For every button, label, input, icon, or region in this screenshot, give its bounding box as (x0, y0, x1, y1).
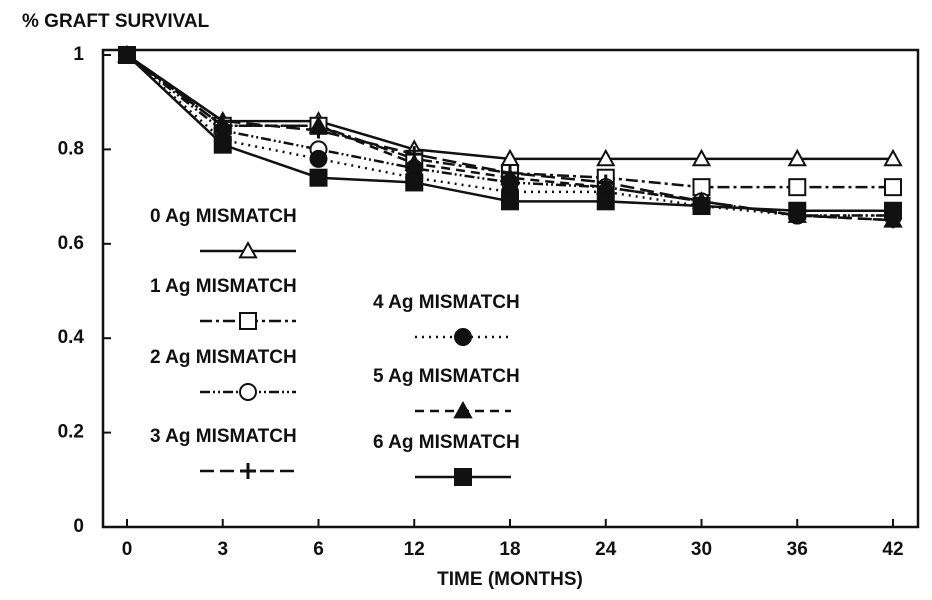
y-tick-label: 1 (73, 44, 84, 65)
marker (308, 115, 329, 134)
y-tick-label: 0.4 (58, 327, 85, 348)
x-tick-label: 3 (217, 539, 228, 560)
legend-label: 2 Ag MISMATCH (150, 347, 297, 368)
legend-label: 1 Ag MISMATCH (150, 276, 297, 297)
legend-label: 6 Ag MISMATCH (373, 432, 520, 453)
marker (404, 153, 424, 171)
marker (238, 240, 258, 259)
marker (240, 463, 256, 479)
legend-label: 0 Ag MISMATCH (150, 206, 297, 227)
marker (239, 312, 257, 330)
marker (454, 468, 472, 486)
marker (884, 178, 902, 197)
marker (691, 148, 712, 167)
y-tick-label: 0.2 (58, 422, 84, 443)
x-tick-label: 24 (595, 539, 617, 560)
x-tick-label: 12 (404, 539, 425, 560)
chart-title: % GRAFT SURVIVAL (22, 11, 210, 32)
x-tick-label: 0 (122, 539, 133, 560)
marker (884, 201, 902, 220)
marker (883, 148, 903, 167)
x-tick-label: 36 (787, 539, 808, 560)
marker (500, 167, 520, 186)
series (118, 46, 902, 220)
series (117, 44, 903, 167)
marker (309, 168, 328, 187)
x-tick-label: 42 (882, 539, 903, 560)
marker (787, 148, 807, 167)
x-tick-label: 18 (499, 539, 520, 560)
legend-label: 4 Ag MISMATCH (373, 292, 520, 313)
x-tick-label: 30 (691, 539, 712, 560)
marker (118, 46, 136, 64)
legend-label: 5 Ag MISMATCH (373, 366, 520, 387)
marker (788, 178, 807, 197)
marker (454, 328, 472, 346)
legend-label: 3 Ag MISMATCH (150, 426, 297, 447)
x-tick-label: 6 (313, 539, 324, 560)
series-line (126, 53, 894, 222)
y-tick-label: 0 (73, 516, 84, 537)
marker (213, 135, 232, 154)
marker (596, 192, 615, 211)
marker (239, 383, 257, 401)
marker (596, 148, 616, 167)
y-tick-label: 0.8 (58, 138, 84, 159)
marker (453, 400, 473, 419)
x-axis-label: TIME (MONTHS) (437, 569, 583, 590)
marker (501, 192, 519, 211)
series-line (126, 53, 893, 189)
y-tick-label: 0.6 (58, 233, 84, 254)
marker (692, 197, 711, 216)
marker (309, 149, 328, 168)
marker (213, 115, 233, 134)
marker (405, 173, 424, 192)
marker (788, 201, 807, 220)
